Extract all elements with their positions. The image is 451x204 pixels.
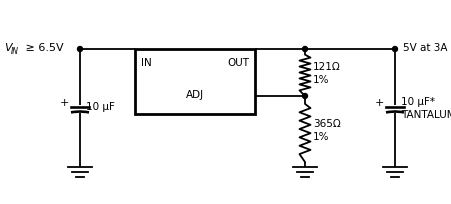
Text: ≥ 6.5V: ≥ 6.5V [22, 43, 64, 53]
Circle shape [392, 47, 397, 52]
Text: IN: IN [141, 58, 152, 68]
Text: 10 μF*: 10 μF* [401, 96, 435, 106]
Text: 1%: 1% [313, 131, 330, 141]
Text: +: + [60, 98, 69, 108]
Text: +: + [374, 98, 384, 108]
Text: TANTALUM: TANTALUM [401, 110, 451, 119]
Text: 1%: 1% [313, 75, 330, 85]
Circle shape [78, 47, 83, 52]
Text: 365Ω: 365Ω [313, 118, 341, 128]
Text: 5V at 3A: 5V at 3A [403, 43, 447, 53]
Text: OUT: OUT [227, 58, 249, 68]
Text: 121Ω: 121Ω [313, 62, 341, 72]
Circle shape [303, 47, 308, 52]
Text: ADJ: ADJ [186, 90, 204, 100]
Circle shape [303, 94, 308, 99]
Bar [135, 50, 255, 114]
Text: IN: IN [11, 47, 19, 56]
Text: V: V [4, 43, 12, 53]
Text: 10 μF: 10 μF [86, 102, 115, 111]
